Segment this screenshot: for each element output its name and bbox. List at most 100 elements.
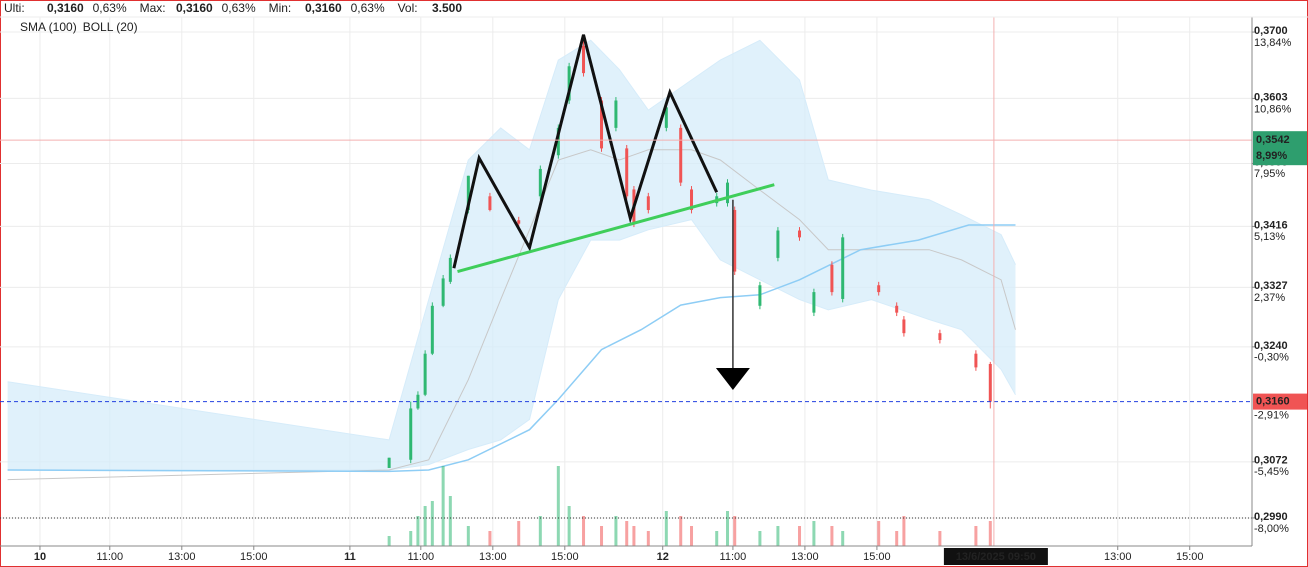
stat-label: Ulti: xyxy=(4,1,25,15)
stat-label: Min: xyxy=(269,1,292,15)
band-middle xyxy=(7,149,1016,481)
x-tick-label: 15:00 xyxy=(1176,551,1204,563)
volume-bar xyxy=(625,521,629,546)
candle-body xyxy=(938,333,942,341)
y2-tick-label: -2,91% xyxy=(1254,410,1289,422)
y2-tick-label: -5,45% xyxy=(1254,466,1289,478)
volume-bar xyxy=(423,506,427,546)
volume-bar xyxy=(726,511,730,546)
legend-entry: SMA (100) xyxy=(20,20,77,34)
candle-body xyxy=(441,278,445,306)
volume-label: Vol: xyxy=(398,1,418,15)
band-fill xyxy=(7,40,1016,471)
crosshair-price-box xyxy=(1253,131,1307,166)
header: Ulti: 0,3160 0,63% Max: 0,3160 0,63% Min: 0,316… xyxy=(4,1,462,15)
candle-body xyxy=(625,148,629,197)
y-tick-label: 0,2990 xyxy=(1254,511,1288,523)
candle-body xyxy=(664,107,668,128)
candle-body xyxy=(798,230,802,238)
candle-body xyxy=(726,182,730,204)
y-tick-label: 0,3416 xyxy=(1254,219,1288,231)
stat-price: 0,3160 xyxy=(47,1,84,15)
x-tick-label: 15:00 xyxy=(551,551,579,563)
candle-body xyxy=(488,196,492,210)
candle-body xyxy=(600,100,604,149)
candle-body xyxy=(841,237,845,299)
candle-body xyxy=(556,127,560,156)
crosshair-time: 13/6/2025 09:50 xyxy=(956,551,1036,563)
crosshair-change: 8,99% xyxy=(1256,150,1287,162)
candle-body xyxy=(679,127,683,183)
pattern-zigzag xyxy=(452,34,719,269)
volume-bar xyxy=(517,521,521,546)
volume-bar xyxy=(798,526,802,546)
volume-bar xyxy=(441,466,445,546)
candle-body xyxy=(430,305,434,354)
volume-bar xyxy=(556,466,560,546)
x-tick-label: 11 xyxy=(344,551,356,563)
stat-change: 0,63% xyxy=(351,1,385,15)
candle-body xyxy=(387,457,391,468)
volume-value: 3.500 xyxy=(432,1,462,15)
volume-bar xyxy=(632,526,636,546)
volume-bar xyxy=(812,521,816,546)
x-tick-label: 13:00 xyxy=(791,551,819,563)
volume-bar xyxy=(664,511,668,546)
x-tick-label: 15:00 xyxy=(863,551,891,563)
y-tick-label: 0,3327 xyxy=(1254,280,1288,292)
band-edge xyxy=(7,219,1016,471)
stat-change: 0,63% xyxy=(93,1,127,15)
volume-bar xyxy=(448,496,452,546)
y2-tick-label: 5,13% xyxy=(1254,231,1285,243)
y2-tick-label: 7,95% xyxy=(1254,168,1285,180)
sma-line xyxy=(7,224,1016,473)
candle-body xyxy=(517,220,521,224)
candle-body xyxy=(614,100,618,128)
volume-bar xyxy=(600,526,604,546)
x-tick-label: 13:00 xyxy=(479,551,507,563)
candle-body xyxy=(567,66,571,101)
candle-body xyxy=(733,209,737,272)
volume-bar xyxy=(466,526,470,546)
y2-tick-label: 2,37% xyxy=(1254,292,1285,304)
candle-body xyxy=(988,363,992,402)
axes: 0,37000,36030,35080,34160,33270,32400,30… xyxy=(0,16,1308,565)
last-price-label: 0,3160 xyxy=(1256,396,1290,408)
stat-price: 0,3160 xyxy=(176,1,213,15)
y-tick-label: 0,3240 xyxy=(1254,340,1288,352)
x-tick-label: 11:00 xyxy=(720,551,747,563)
volume-bar xyxy=(614,516,618,546)
x-tick-label: 11:00 xyxy=(407,551,434,563)
candle-body xyxy=(974,353,978,368)
crosshair-time-box xyxy=(943,548,1048,565)
candle-body xyxy=(830,264,834,293)
volume-bar xyxy=(988,521,992,546)
y2-tick-label: 10,86% xyxy=(1254,103,1292,115)
candle-body xyxy=(646,196,650,210)
y2-tick-label: 13,84% xyxy=(1254,37,1292,49)
neckline xyxy=(457,183,775,274)
candle-body xyxy=(582,45,586,74)
volume-bar xyxy=(416,516,420,546)
volume-bar xyxy=(690,526,694,546)
volume-bar xyxy=(776,526,780,546)
y-tick-label: 0,3700 xyxy=(1254,25,1288,37)
candle-body xyxy=(690,189,694,210)
volume-bar xyxy=(902,516,906,546)
candle-body xyxy=(423,353,427,395)
y2-tick-label: -0,30% xyxy=(1254,352,1289,364)
last-price-box xyxy=(1253,393,1307,410)
volume-bar xyxy=(841,531,845,546)
candle-body xyxy=(902,319,906,334)
stat-price: 0,3160 xyxy=(305,1,342,15)
plot: SMA (100) BOLL (20) xyxy=(0,17,1252,546)
y-tick-label: 0,3603 xyxy=(1254,91,1288,103)
stat-label: Max: xyxy=(140,1,166,15)
x-tick-label: 13:00 xyxy=(1104,551,1132,563)
volume-bar xyxy=(938,531,942,546)
volume-bar xyxy=(387,536,391,546)
candle-body xyxy=(877,285,881,293)
volume-bar xyxy=(538,516,542,546)
